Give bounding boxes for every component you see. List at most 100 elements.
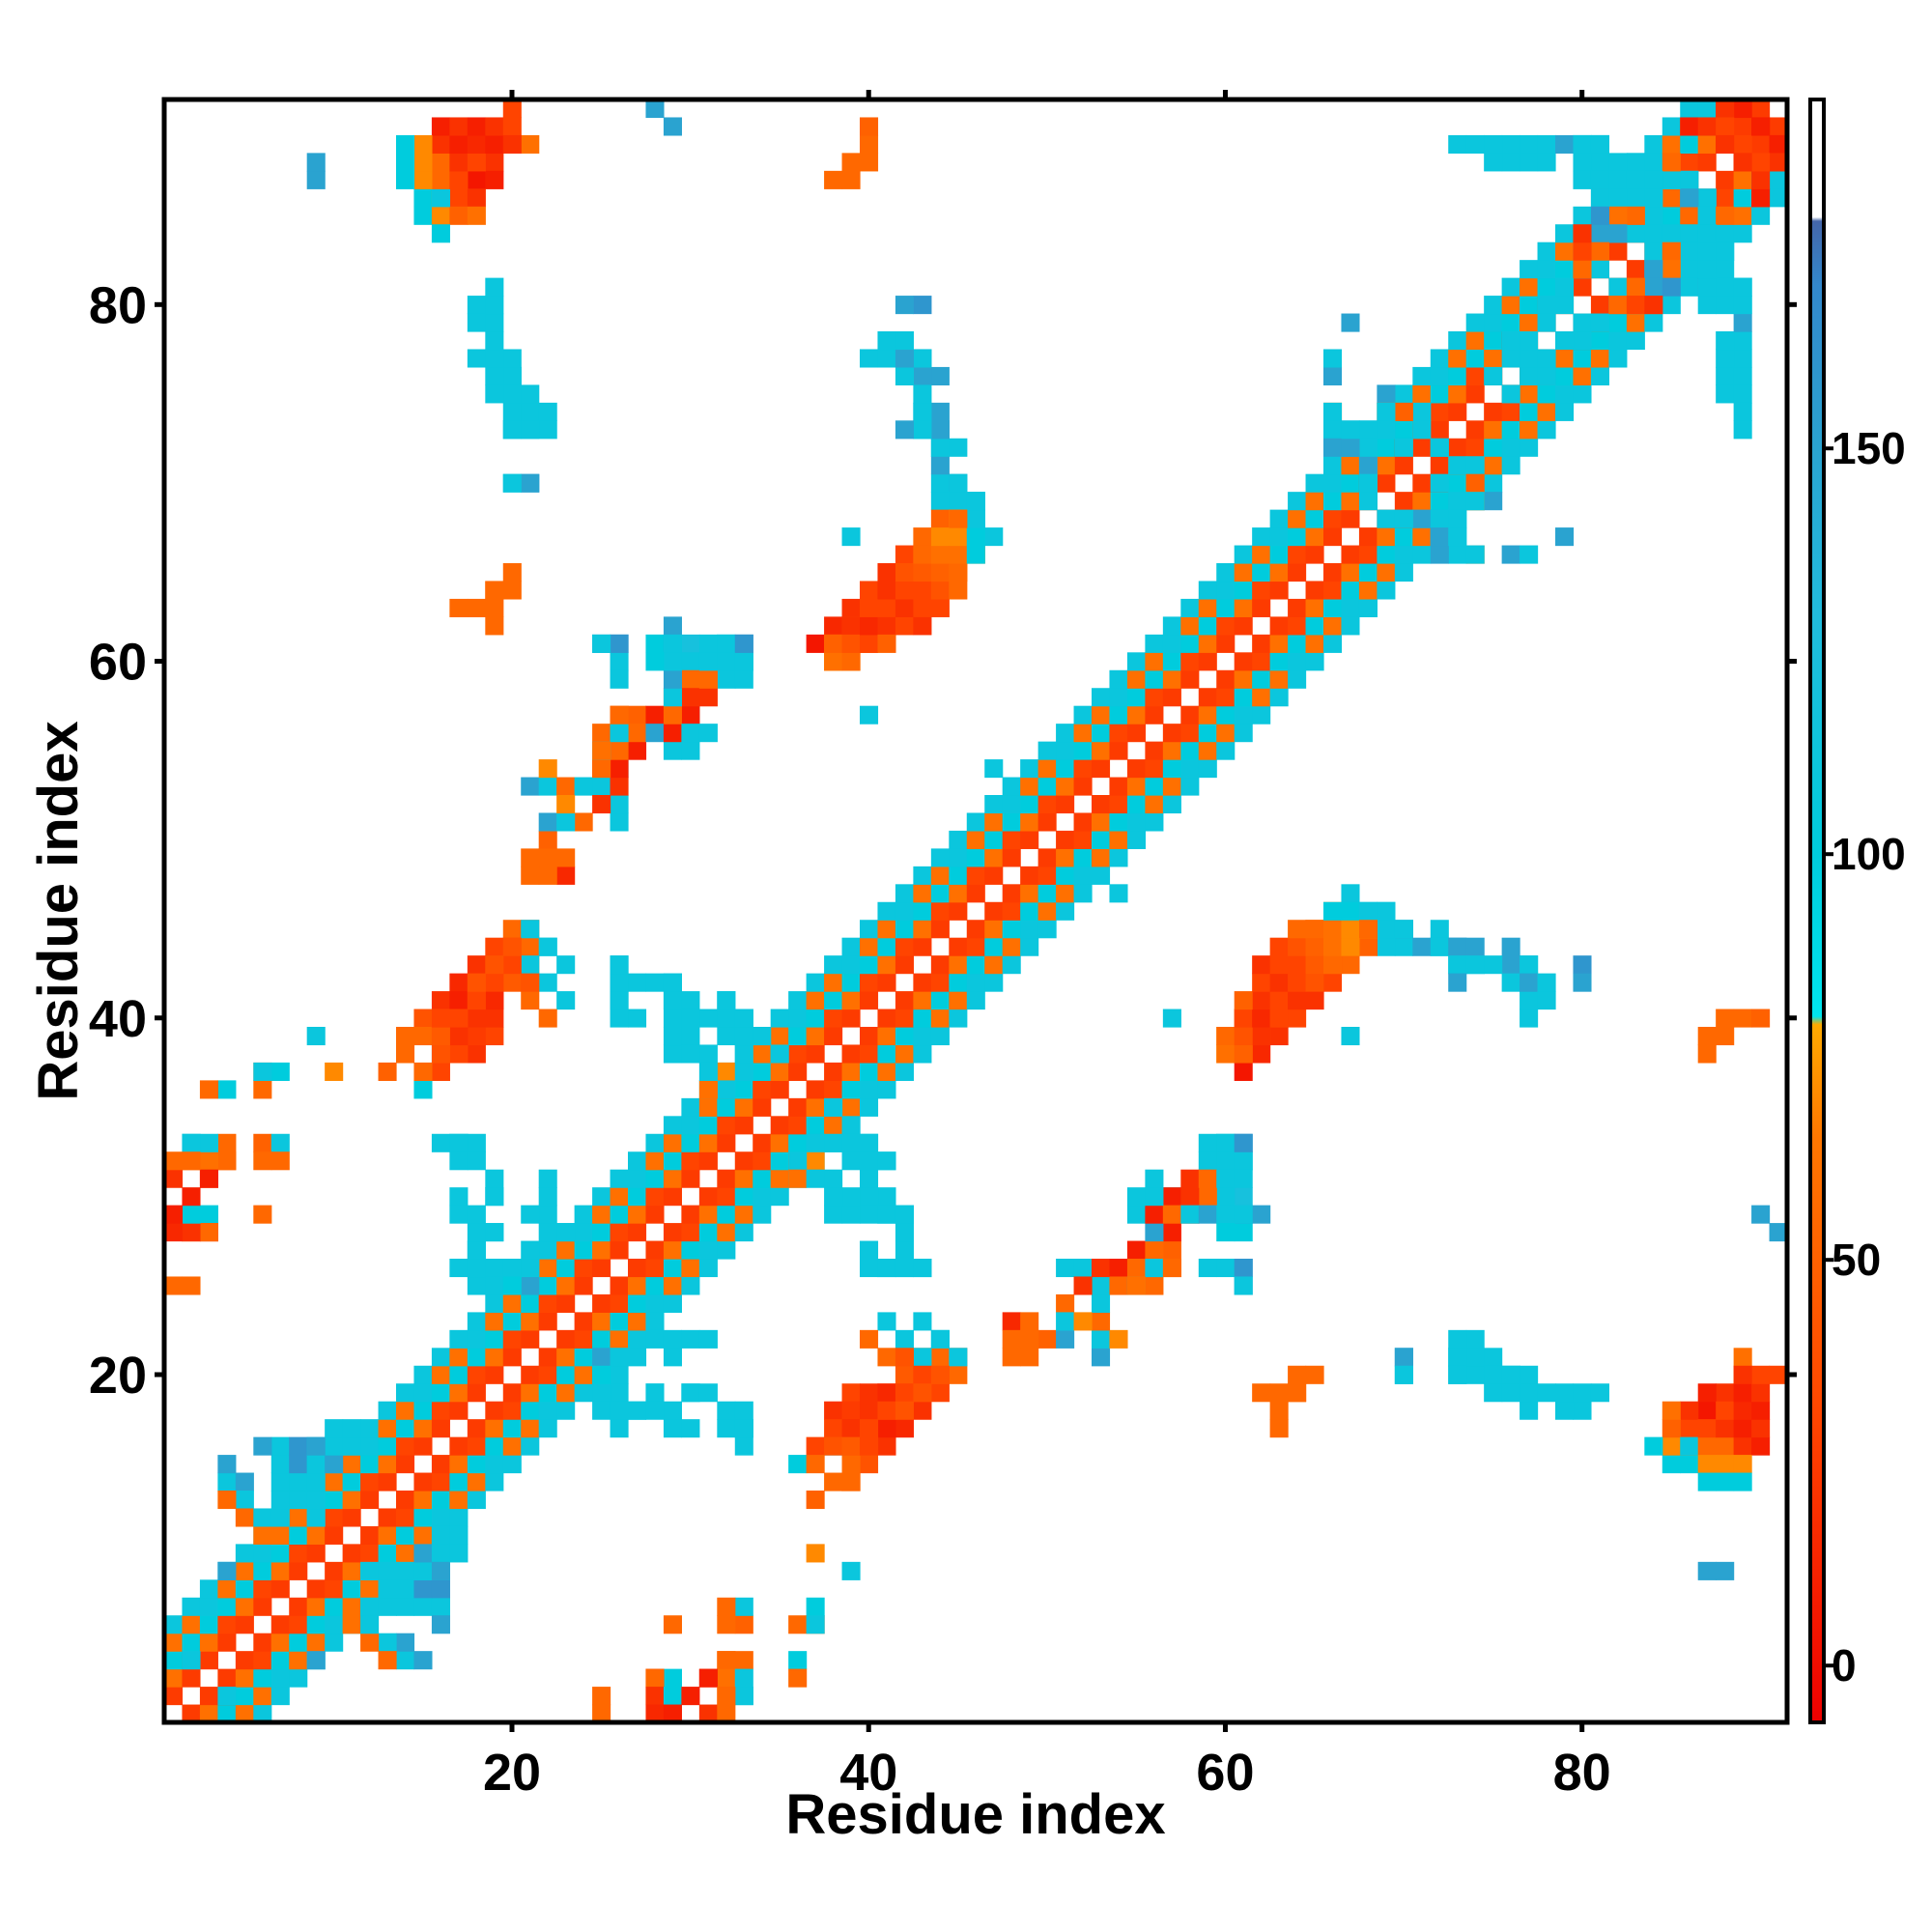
heatmap-cell [949, 1365, 968, 1384]
heatmap-cell [1697, 1472, 1717, 1492]
heatmap-cell [1608, 349, 1628, 368]
heatmap-cell [949, 973, 968, 992]
heatmap-cell [610, 1187, 629, 1207]
heatmap-cell [1020, 795, 1039, 814]
heatmap-cell [1662, 1436, 1681, 1456]
heatmap-cell [1180, 705, 1200, 724]
heatmap-cell [698, 1097, 718, 1117]
heatmap-cell [1484, 296, 1503, 315]
heatmap-cell [289, 1455, 308, 1474]
heatmap-cell [1662, 1401, 1681, 1420]
heatmap-cell [1234, 1169, 1253, 1188]
heatmap-cell [342, 1615, 361, 1634]
heatmap-cell [342, 1491, 361, 1510]
heatmap-cell [467, 1436, 486, 1456]
heatmap-cell [1465, 1329, 1485, 1349]
heatmap-cell [1430, 937, 1449, 956]
heatmap-cell [1162, 724, 1181, 743]
heatmap-cell [574, 812, 593, 832]
heatmap-cell [1092, 866, 1111, 885]
heatmap-cell [1037, 848, 1057, 867]
heatmap-cell [467, 1472, 486, 1492]
heatmap-cell [1644, 153, 1663, 172]
heatmap-cell [770, 1062, 789, 1081]
heatmap-cell [734, 1651, 753, 1670]
heatmap-cell [556, 1223, 576, 1242]
heatmap-cell [556, 1293, 576, 1313]
x-tick-label: 40 [839, 1744, 897, 1802]
heatmap-cell [270, 1579, 290, 1599]
heatmap-cell [1394, 1365, 1413, 1384]
heatmap-cell [949, 955, 968, 975]
heatmap-cell [538, 830, 557, 849]
heatmap-cell [1252, 955, 1271, 975]
heatmap-cell [1465, 545, 1485, 564]
heatmap-cell [753, 1097, 772, 1117]
heatmap-cell [556, 1401, 576, 1420]
heatmap-cell [592, 1704, 611, 1723]
heatmap-cell [1037, 901, 1057, 921]
heatmap-cell [217, 1704, 237, 1723]
heatmap-cell [913, 884, 932, 903]
heatmap-cell [1216, 741, 1236, 760]
heatmap-cell [502, 366, 522, 385]
heatmap-cell [1358, 492, 1378, 511]
heatmap-cell [1109, 1259, 1128, 1278]
heatmap-cell [1002, 1329, 1021, 1349]
heatmap-cell [628, 1348, 647, 1367]
heatmap-cell [1092, 812, 1111, 832]
heatmap-cell [199, 1205, 218, 1224]
heatmap-cell [217, 1615, 237, 1634]
heatmap-cell [1323, 634, 1343, 653]
heatmap-cell [1109, 688, 1128, 707]
heatmap-cell [1377, 920, 1396, 939]
heatmap-cell [1537, 153, 1556, 172]
heatmap-cell [1537, 260, 1556, 279]
heatmap-cell [1697, 1455, 1717, 1474]
heatmap-cell [556, 1276, 576, 1295]
heatmap-cell [592, 1205, 611, 1224]
heatmap-cell [663, 1668, 682, 1688]
heatmap-cell [556, 1383, 576, 1403]
heatmap-cell [1180, 724, 1200, 743]
heatmap-cell [1341, 901, 1360, 921]
heatmap-cell [1269, 1419, 1289, 1438]
heatmap-cell [396, 134, 415, 154]
heatmap-cell [1520, 973, 1539, 992]
heatmap-cell [325, 1472, 344, 1492]
heatmap-cell [1305, 652, 1324, 671]
heatmap-cell [753, 1027, 772, 1046]
heatmap-cell [1751, 1205, 1771, 1224]
heatmap-cell [1216, 598, 1236, 617]
heatmap-cell [1733, 206, 1752, 225]
heatmap-cell [698, 1116, 718, 1135]
heatmap-cell [360, 1472, 380, 1492]
heatmap-cell [1377, 438, 1396, 457]
heatmap-cell [1716, 331, 1735, 351]
heatmap-cell [1056, 724, 1075, 743]
heatmap-cell [574, 1348, 593, 1367]
heatmap-cell [1145, 1276, 1164, 1295]
heatmap-cell [681, 1329, 700, 1349]
heatmap-cell [645, 1704, 665, 1723]
heatmap-cell [1716, 1009, 1735, 1028]
heatmap-cell [306, 1525, 326, 1545]
heatmap-cell [1733, 1383, 1752, 1403]
heatmap-cell [1662, 134, 1681, 154]
heatmap-cell [895, 1027, 914, 1046]
heatmap-cell [1180, 777, 1200, 796]
heatmap-cell [610, 1293, 629, 1313]
heatmap-cell [698, 1223, 718, 1242]
heatmap-cell [538, 812, 557, 832]
heatmap-cell [841, 1080, 861, 1099]
heatmap-cell [1751, 188, 1771, 208]
heatmap-cell [610, 812, 629, 832]
heatmap-cell [717, 1133, 736, 1152]
heatmap-cell [628, 1329, 647, 1349]
heatmap-cell [485, 1027, 504, 1046]
heatmap-cell [1358, 581, 1378, 600]
heatmap-cell [841, 170, 861, 189]
heatmap-cell [342, 1472, 361, 1492]
heatmap-cell [1002, 848, 1021, 867]
heatmap-cell [1145, 1223, 1164, 1242]
